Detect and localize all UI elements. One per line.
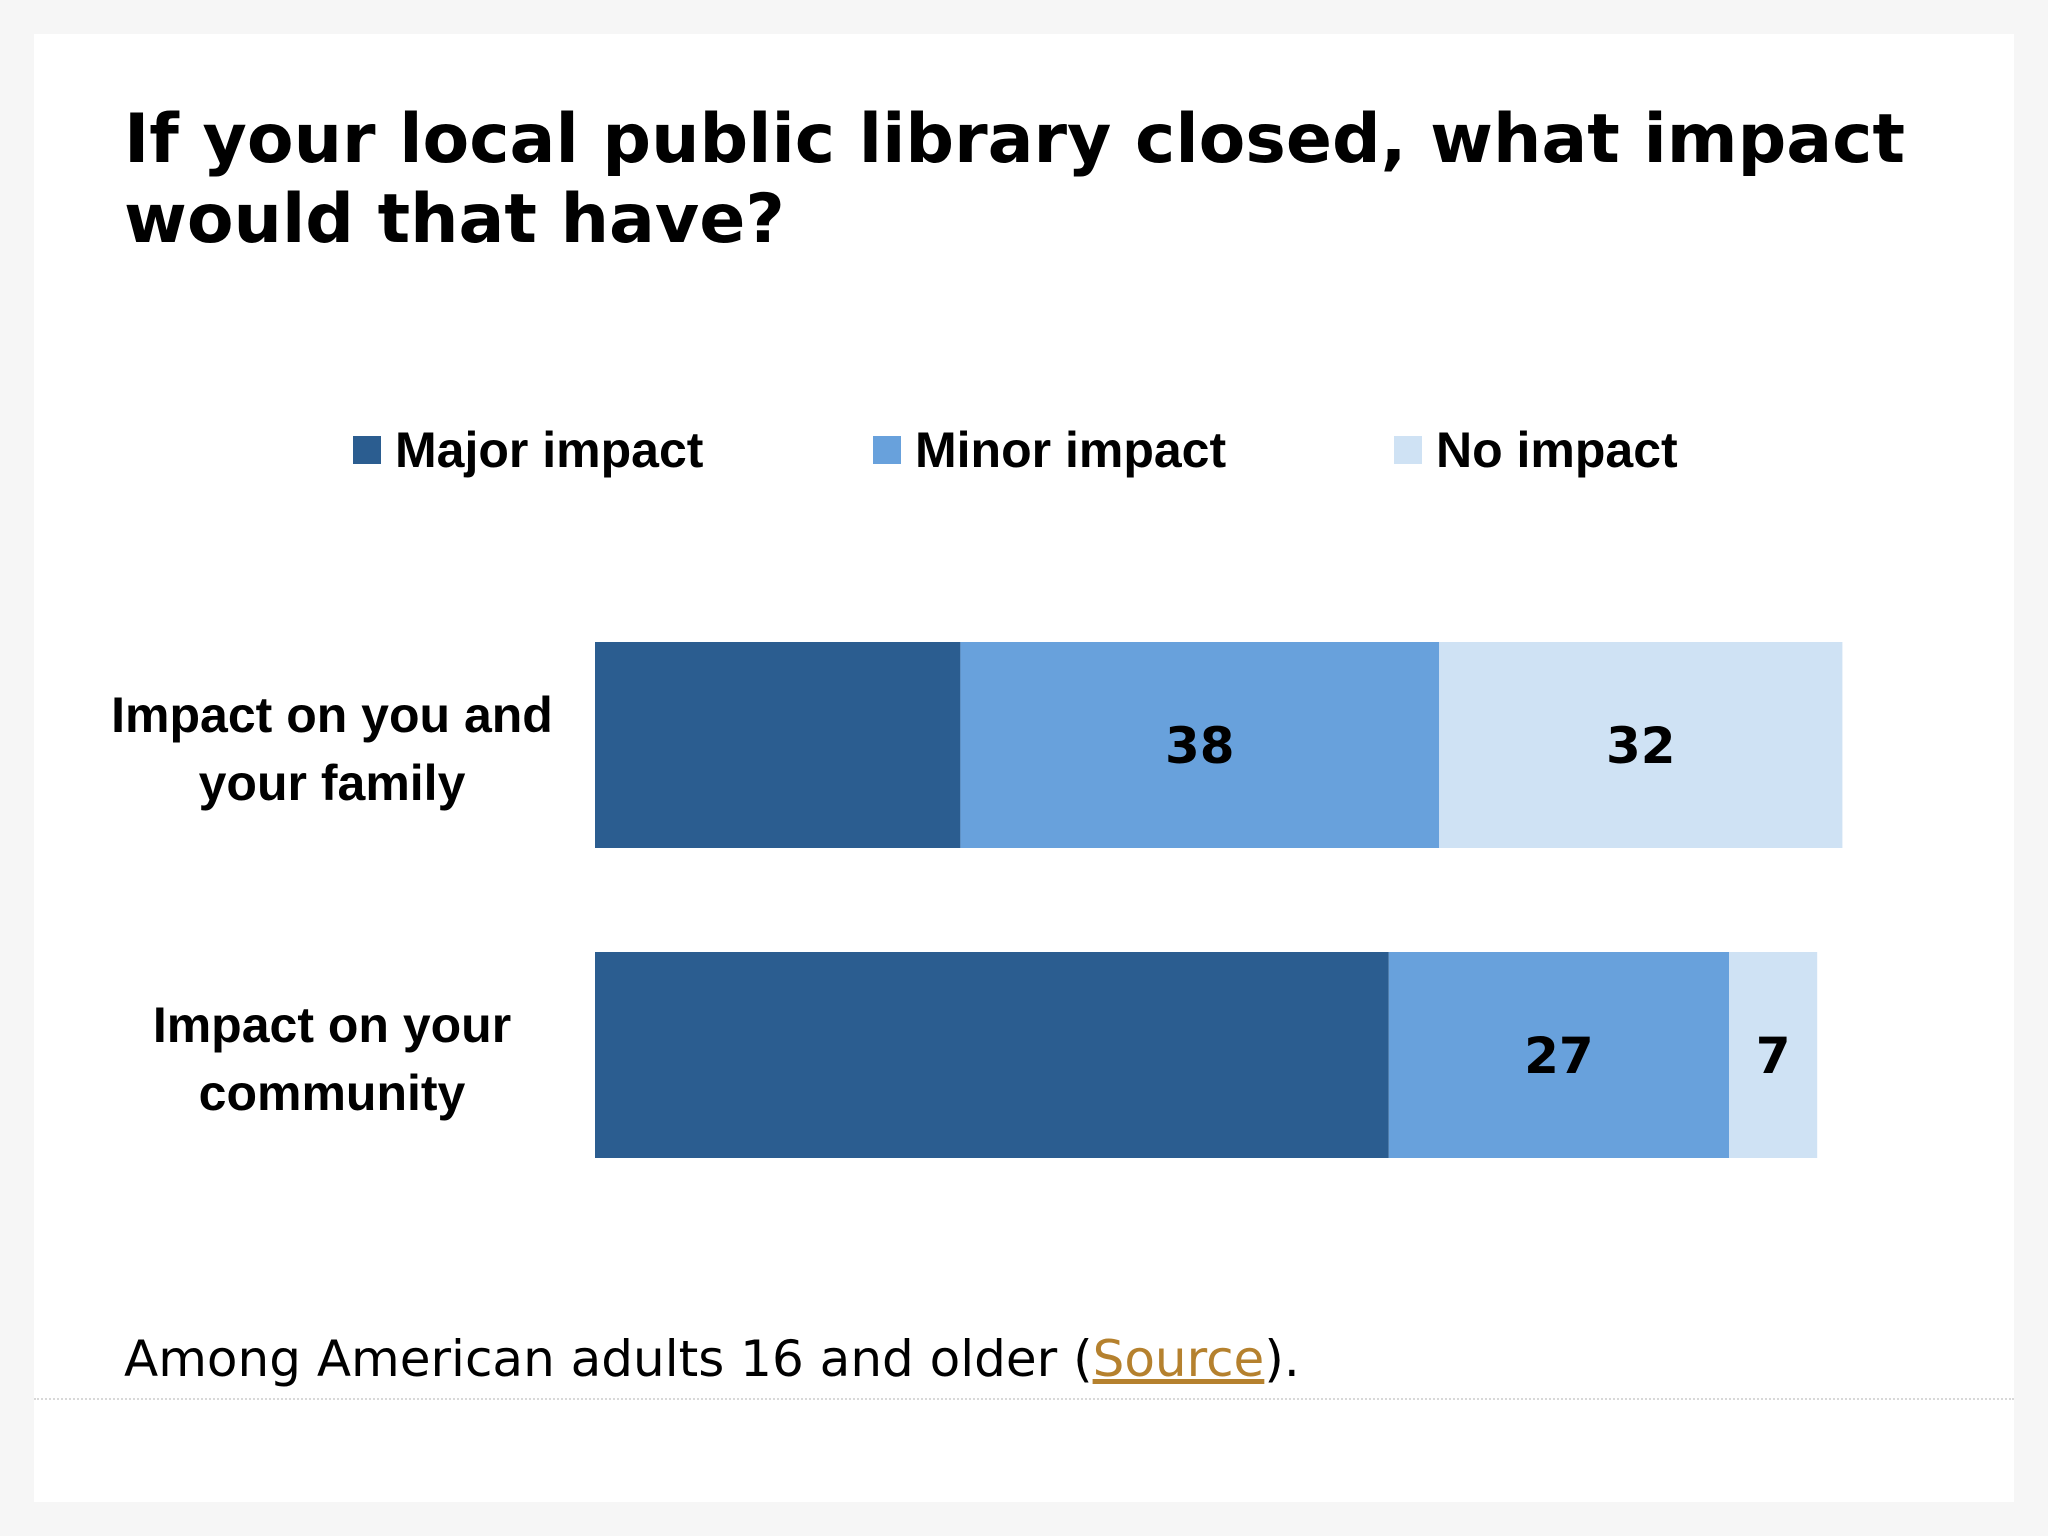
- bar-minor-community: [1388, 952, 1729, 1158]
- legend-swatch-minor: [873, 436, 901, 464]
- footer-divider: [34, 1398, 2014, 1400]
- bar-none-family: [1439, 642, 1843, 848]
- bar-major-family: [595, 642, 961, 848]
- footnote-text: Among American adults 16 and older (: [124, 1330, 1093, 1388]
- legend-label-minor: Minor impact: [915, 422, 1227, 478]
- bar-minor-family: [960, 642, 1440, 848]
- legend-swatch-none: [1394, 436, 1422, 464]
- legend: Major impact Minor impact No impact: [0, 420, 2048, 480]
- category-label-family: Impact on you and your family: [111, 687, 553, 811]
- data-label-none-community: 7: [1756, 1027, 1791, 1085]
- data-label-minor-family: 38: [1165, 717, 1235, 775]
- data-label-minor-community: 27: [1524, 1027, 1594, 1085]
- bar-major-community: [595, 952, 1389, 1158]
- category-label-community: Impact on your community: [152, 997, 512, 1121]
- legend-label-none: No impact: [1436, 422, 1678, 478]
- legend-label-major: Major impact: [395, 422, 704, 478]
- legend-item-none: No impact: [1394, 420, 1678, 480]
- footnote: Among American adults 16 and older (Sour…: [124, 1330, 1300, 1388]
- footnote-end: ).: [1264, 1330, 1300, 1388]
- legend-item-minor: Minor impact: [873, 420, 1226, 480]
- source-link[interactable]: Source: [1092, 1330, 1265, 1388]
- legend-item-major: Major impact: [353, 420, 703, 480]
- bar-none-community: [1729, 952, 1818, 1158]
- chart-title: If your local public library closed, wha…: [124, 100, 1905, 259]
- data-label-none-family: 32: [1606, 717, 1676, 775]
- legend-swatch-major: [353, 436, 381, 464]
